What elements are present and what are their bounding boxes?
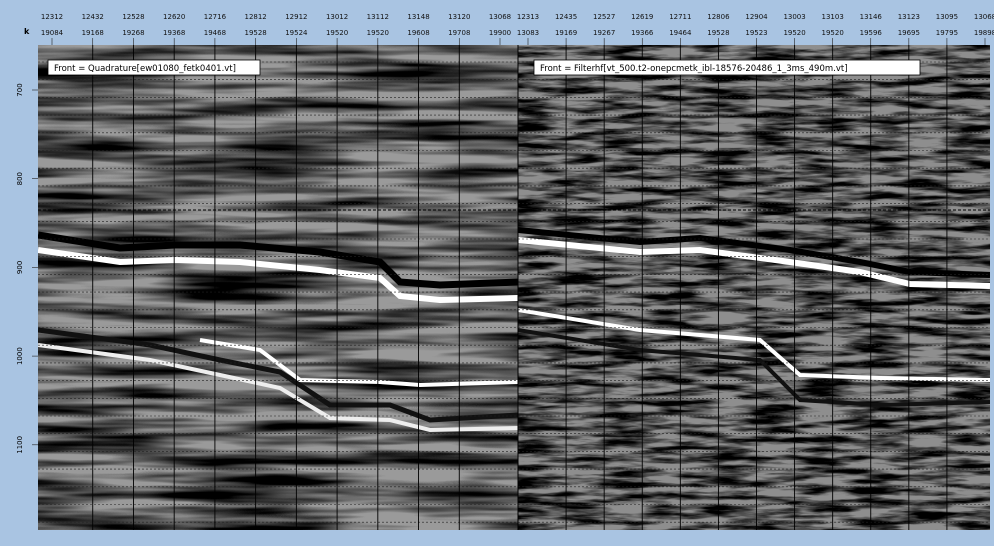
header-value: 12912 (285, 13, 307, 21)
depth-label: 700 (16, 83, 24, 96)
header-value: 19528 (707, 29, 729, 37)
header-value: 12619 (631, 13, 653, 21)
header-value: 19523 (745, 29, 767, 37)
header-value: 19898 (974, 29, 994, 37)
header-value: 19795 (936, 29, 958, 37)
header-value: 19520 (367, 29, 389, 37)
header-value: 19368 (163, 29, 185, 37)
header-value: 13012 (326, 13, 348, 21)
header-value: 12716 (204, 13, 227, 21)
header-value: 12312 (41, 13, 63, 21)
header-value: 13083 (517, 29, 539, 37)
header-value: 19708 (448, 29, 470, 37)
right-horizons (518, 227, 990, 408)
corner-label: k (24, 27, 30, 36)
header-value: 19596 (860, 29, 883, 37)
header-value: 19520 (822, 29, 844, 37)
grid (38, 45, 990, 530)
header-value: 19900 (489, 29, 511, 37)
header-value: 13003 (783, 13, 805, 21)
header-value: 19169 (555, 29, 577, 37)
depth-label: 1000 (16, 347, 24, 365)
header-value: 13095 (936, 13, 958, 21)
header-value: 12711 (669, 13, 691, 21)
header-value: 19520 (783, 29, 805, 37)
right-label-box (533, 59, 921, 76)
header-value: 19366 (631, 29, 654, 37)
header-value: 19464 (669, 29, 692, 37)
header-value: 12435 (555, 13, 577, 21)
header-value: 13112 (367, 13, 389, 21)
header-value: 19520 (326, 29, 348, 37)
header-value: 19267 (593, 29, 615, 37)
right-panel-label: Front = Filterhf[vt_500.t2-onepcmetk_ibl… (540, 64, 848, 74)
header-value: 13123 (898, 13, 920, 21)
header-value: 13103 (822, 13, 844, 21)
header-value: 13068 (974, 13, 994, 21)
header-value: 12806 (707, 13, 730, 21)
header-value: 19168 (82, 29, 104, 37)
depth-label: 1100 (16, 436, 24, 454)
header-value: 12812 (244, 13, 266, 21)
header-value: 19695 (898, 29, 920, 37)
header-value: 12904 (745, 13, 768, 21)
header-value: 13068 (489, 13, 511, 21)
left-panel-label: Front = Quadrature[ew01080_fetk0401.vt] (54, 64, 236, 74)
depth-label: 800 (16, 172, 24, 185)
header-value: 12620 (163, 13, 185, 21)
header-value: 19528 (244, 29, 266, 37)
header-value: 12527 (593, 13, 615, 21)
right-panel-texture (518, 45, 990, 530)
header-value: 13146 (860, 13, 883, 21)
header-value: 12313 (517, 13, 539, 21)
header-value: 13120 (448, 13, 470, 21)
header-value: 19608 (407, 29, 429, 37)
header-value: 19268 (122, 29, 144, 37)
header-value: 12432 (82, 13, 104, 21)
header-value: 13148 (407, 13, 429, 21)
header-value: 19468 (204, 29, 226, 37)
left-horizons (38, 231, 518, 433)
left-label-box (47, 59, 261, 76)
header-value: 19084 (41, 29, 64, 37)
header-value: 12528 (122, 13, 144, 21)
depth-label: 900 (16, 261, 24, 274)
header-value: 19524 (285, 29, 308, 37)
